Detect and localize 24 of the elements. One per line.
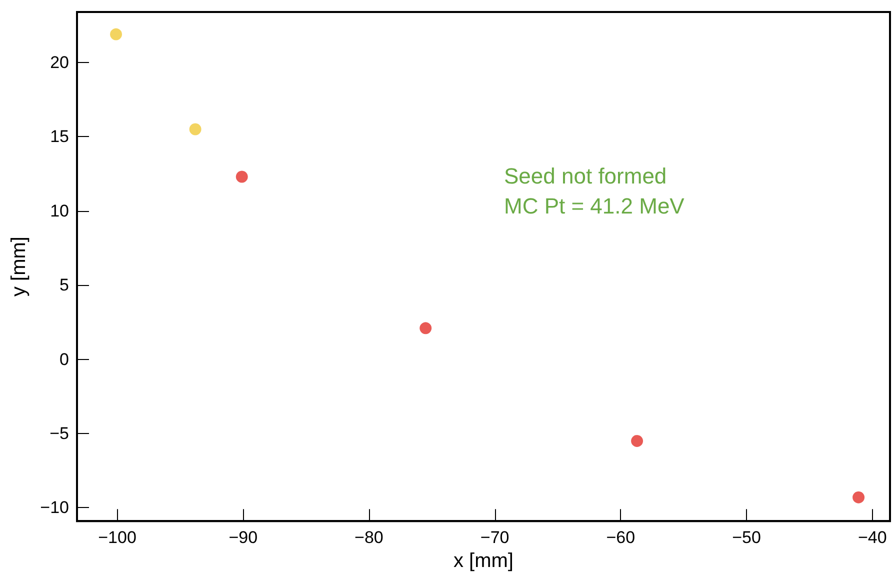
annotation: MC Pt = 41.2 MeV bbox=[504, 194, 685, 218]
point bbox=[110, 28, 122, 40]
x-tick-label: −100 bbox=[98, 528, 136, 548]
point bbox=[631, 434, 644, 447]
x-tick-label: −50 bbox=[732, 528, 761, 548]
point bbox=[189, 123, 202, 136]
x-tick-label: −60 bbox=[606, 528, 636, 548]
y-tick-label: 10 bbox=[50, 201, 69, 220]
y-tick-label: −5 bbox=[50, 424, 69, 444]
y-tick-label: 15 bbox=[50, 127, 69, 146]
point bbox=[852, 491, 865, 504]
y-tick-label: −10 bbox=[40, 498, 69, 518]
x-tick-label: −40 bbox=[858, 528, 887, 548]
point bbox=[420, 322, 432, 334]
x-tick-label: −80 bbox=[354, 528, 384, 548]
x-axis-title: x [mm] bbox=[454, 550, 514, 572]
y-tick-label: 20 bbox=[50, 52, 69, 72]
y-tick-label: 5 bbox=[60, 276, 69, 295]
point bbox=[236, 170, 248, 183]
x-tick-label: −90 bbox=[228, 528, 258, 548]
y-tick-label: 0 bbox=[60, 350, 69, 369]
x-tick-label: −70 bbox=[480, 528, 510, 548]
annotation: Seed not formed bbox=[504, 164, 667, 188]
y-axis-title: y [mm] bbox=[8, 236, 30, 297]
